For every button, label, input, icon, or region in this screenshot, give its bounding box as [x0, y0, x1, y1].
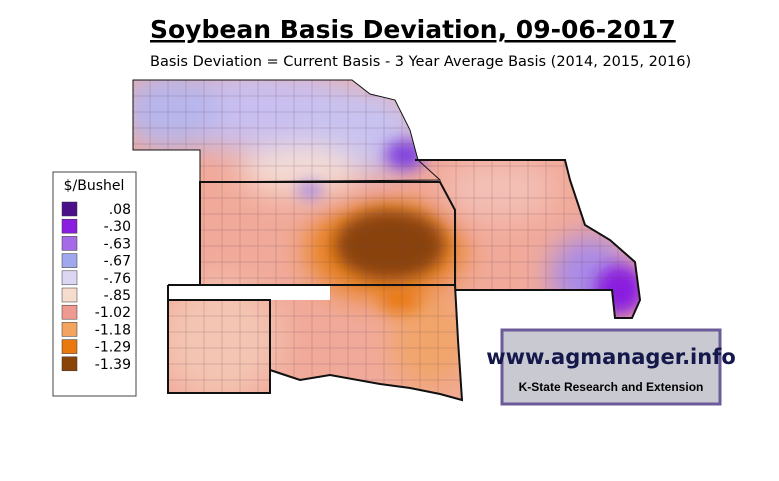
logo-box [500, 328, 722, 406]
legend-label: -1.29 [95, 340, 131, 356]
legend-label: -.67 [104, 254, 131, 270]
legend-title: $/Bushel [64, 178, 125, 194]
legend-label: -1.18 [95, 322, 131, 338]
legend-label: .08 [109, 202, 131, 218]
legend-label: -.30 [104, 219, 131, 235]
legend-items: .08-.30-.63 -.67-.76-.85-1.02-1.18 -1.29-1… [61, 201, 131, 373]
map-subtitle: Basis Deviation = Current Basis - 3 Year… [150, 54, 691, 70]
legend-label: -.85 [104, 288, 131, 304]
logo-org: K-State Research and Extension [519, 380, 704, 394]
legend-swatch [61, 201, 78, 217]
legend-label: -.63 [104, 236, 131, 252]
state-borders [132, 79, 642, 402]
legend-swatch [61, 270, 78, 286]
legend-label: -1.39 [95, 357, 131, 373]
legend-swatch [61, 322, 78, 337]
legend-swatch [61, 339, 78, 354]
legend-label: -1.02 [95, 305, 131, 321]
legend-swatch [61, 218, 78, 234]
legend-swatch [61, 287, 78, 303]
map-title: Soybean Basis Deviation, 09-06-2017 [150, 15, 676, 44]
legend-swatch [61, 356, 78, 372]
legend-swatch [61, 236, 78, 251]
logo-url: www.agmanager.info [486, 345, 736, 369]
legend-swatch [61, 253, 78, 268]
legend-label: -.76 [104, 271, 131, 287]
legend-swatch [61, 304, 78, 320]
